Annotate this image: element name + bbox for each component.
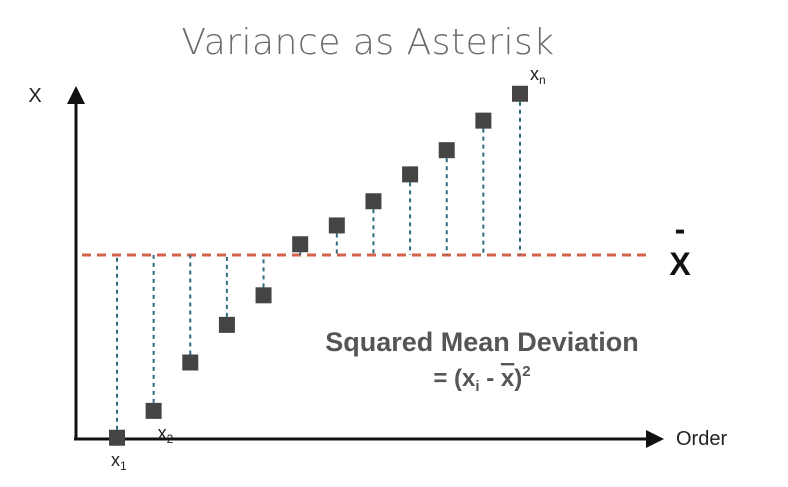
data-point: [218, 316, 235, 333]
data-point: [438, 142, 455, 159]
chart-title: Variance as Asterisk: [181, 22, 554, 63]
deviation-lines: [116, 93, 521, 438]
data-point: [292, 236, 309, 253]
data-point: [145, 402, 162, 419]
data-points: [109, 85, 528, 446]
formula-mid: -: [480, 365, 501, 392]
annotation-formula: = (xi - x)2: [433, 363, 530, 395]
formula-sup: 2: [522, 363, 530, 380]
data-point: [182, 354, 199, 371]
data-point: [402, 166, 419, 183]
data-point: [328, 217, 345, 234]
point-label: x2: [158, 423, 174, 446]
point-labels: x1 x2 xn: [111, 64, 546, 473]
formula-suffix: ): [514, 365, 522, 392]
formula-sub: i: [475, 378, 479, 395]
y-axis-label: X: [28, 85, 41, 107]
x-axis-label: Order: [676, 428, 727, 450]
data-point: [475, 112, 492, 129]
mean-bar-label: -: [675, 211, 686, 247]
mean-label: X: [669, 246, 691, 282]
data-point: [512, 85, 528, 102]
point-label: x1: [111, 450, 127, 473]
point-label: xn: [530, 64, 546, 87]
x-axis-arrow-icon: [646, 430, 664, 448]
y-axis-arrow-icon: [67, 86, 85, 104]
data-point: [255, 287, 272, 304]
annotation-title: Squared Mean Deviation: [325, 327, 639, 357]
data-point: [109, 429, 125, 446]
formula-prefix: = (x: [433, 365, 476, 392]
formula-xbar: x: [501, 365, 515, 392]
data-point: [365, 193, 382, 210]
